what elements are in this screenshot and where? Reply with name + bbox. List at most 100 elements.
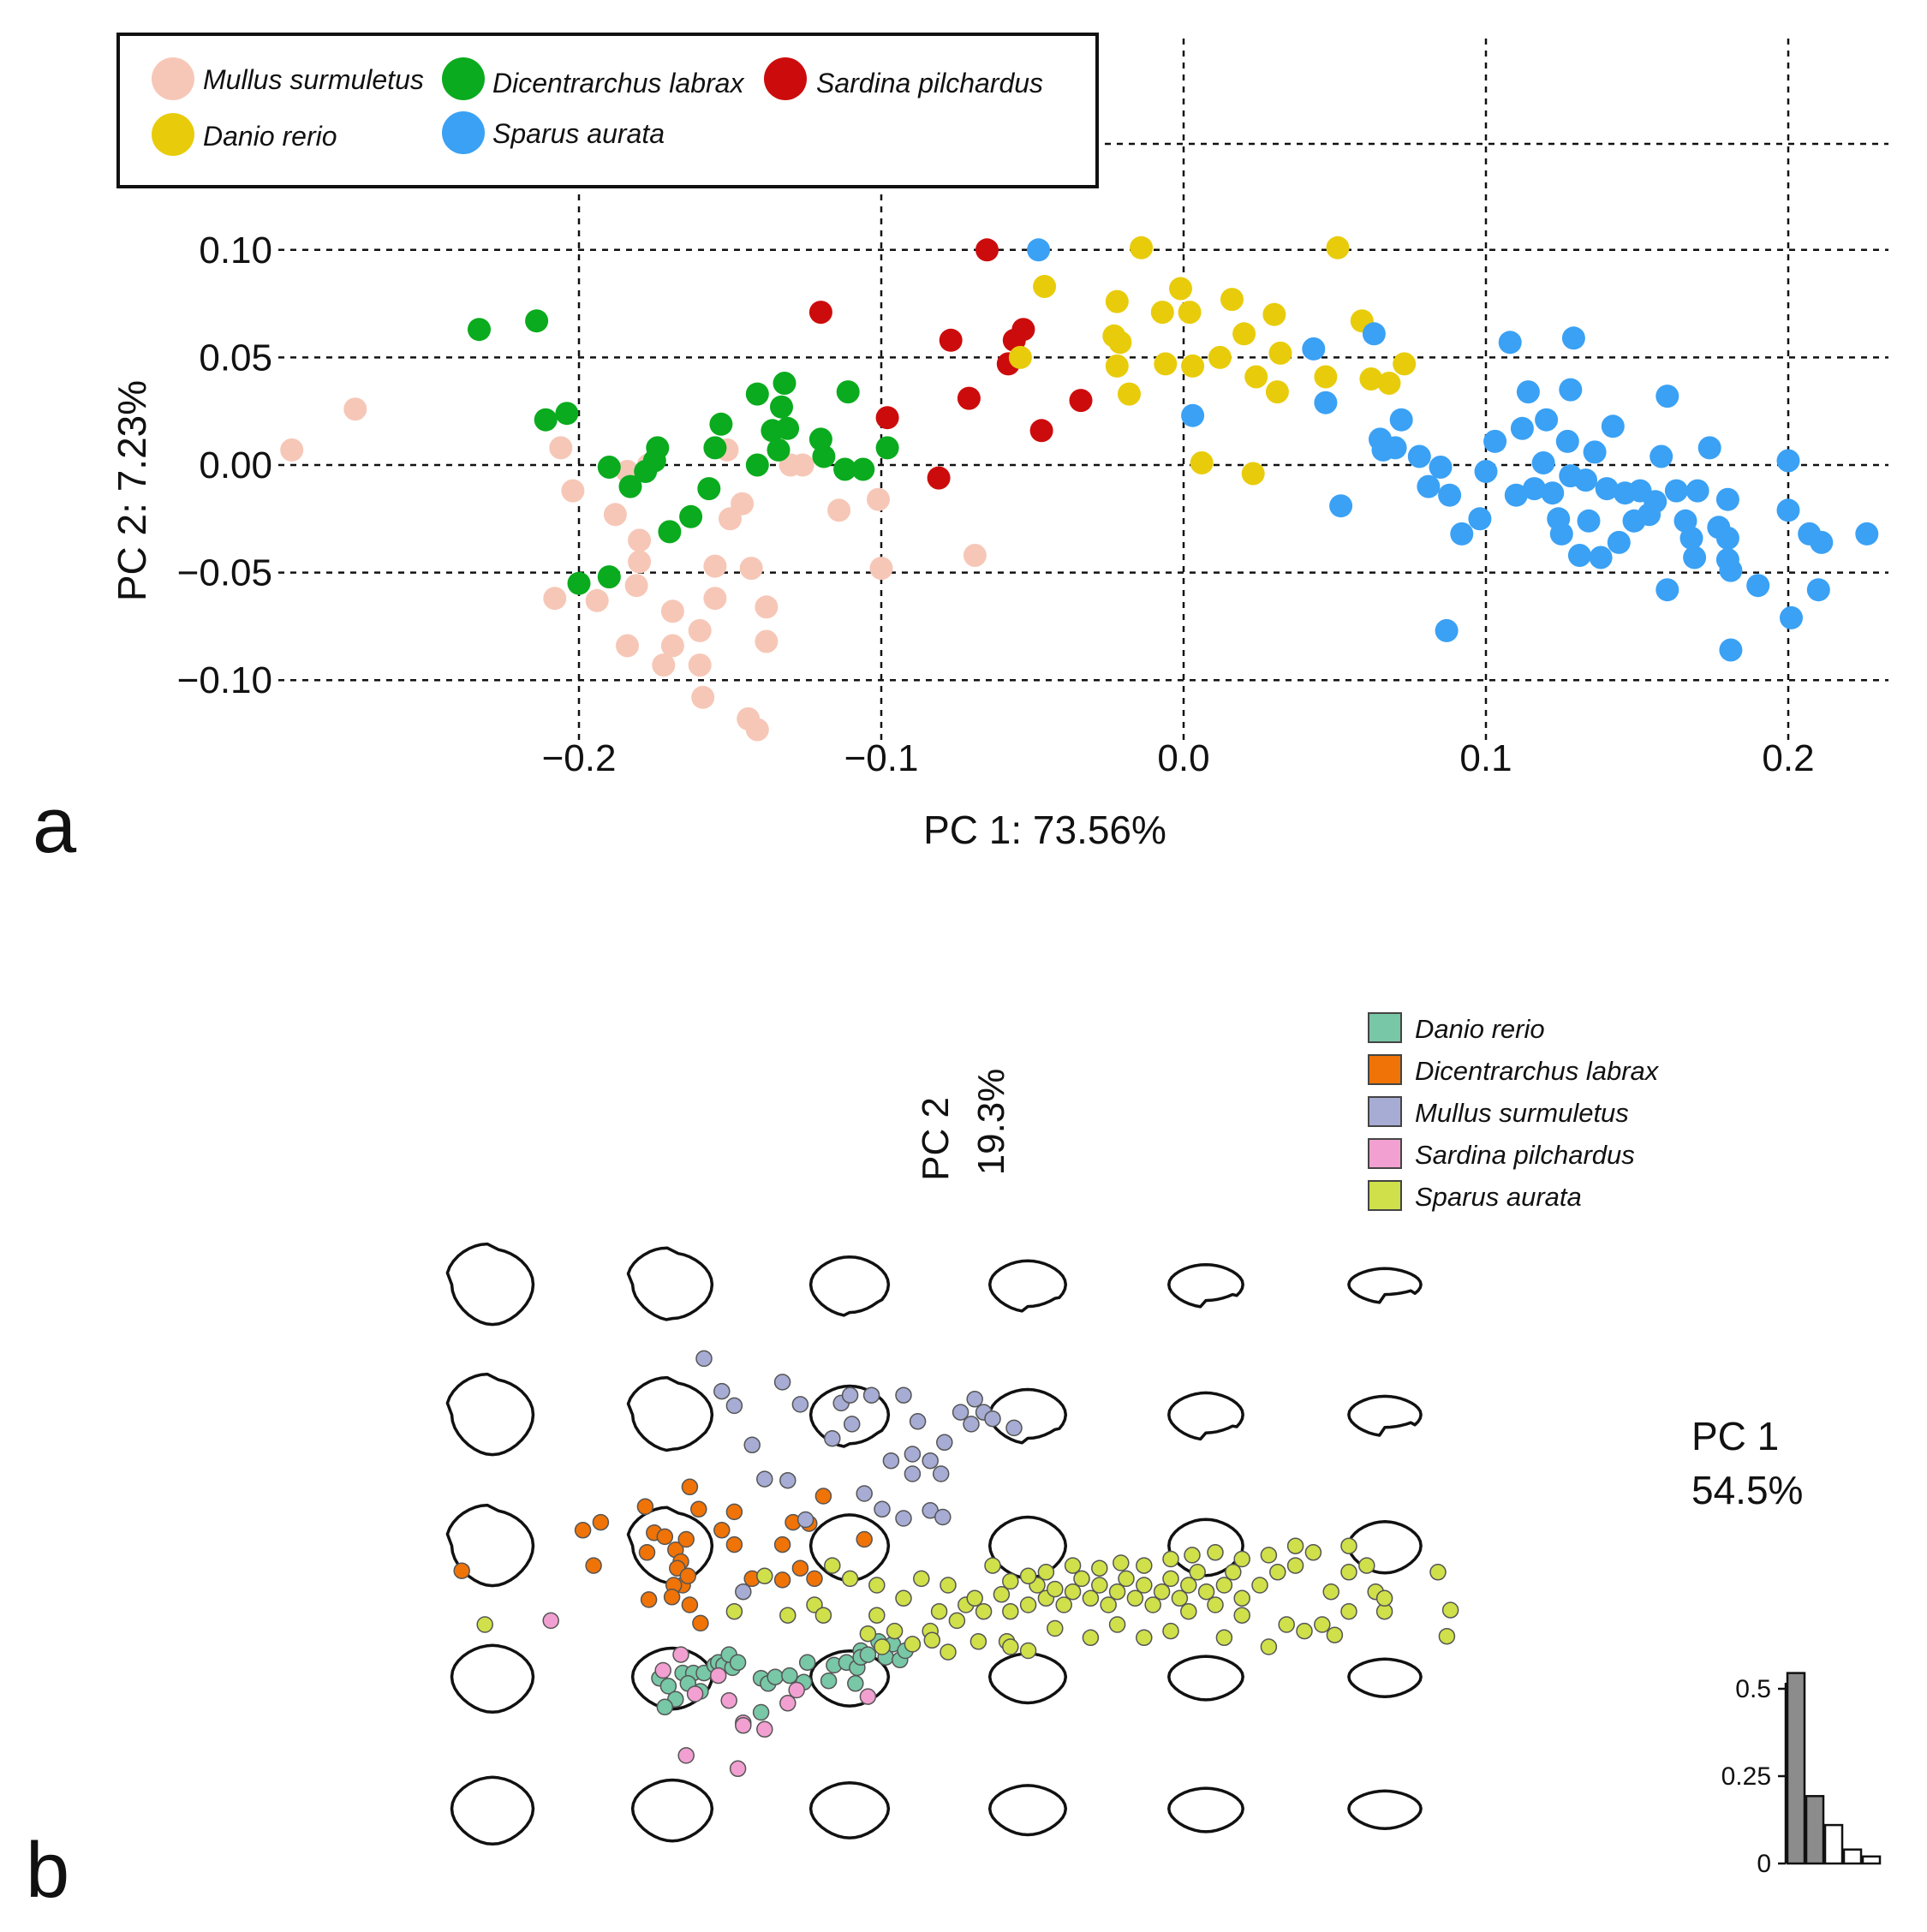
legend-swatch-sardina xyxy=(764,57,807,100)
data-point xyxy=(796,1511,814,1529)
data-point xyxy=(561,479,585,503)
data-point xyxy=(1523,477,1546,501)
data-point xyxy=(1118,382,1141,406)
scree-bar xyxy=(1805,1795,1825,1865)
data-point xyxy=(1126,1589,1144,1607)
data-point xyxy=(745,382,769,406)
data-point xyxy=(1719,638,1743,662)
data-point xyxy=(1162,1570,1179,1588)
data-point xyxy=(812,444,836,468)
data-point xyxy=(1136,1557,1153,1574)
data-point xyxy=(1162,1622,1179,1640)
data-point xyxy=(618,474,642,498)
data-point xyxy=(1220,288,1244,312)
panel-b-y-axis-pct: 19.3% xyxy=(970,1069,1012,1176)
data-point xyxy=(874,1500,891,1518)
data-point xyxy=(1375,1589,1393,1607)
data-point xyxy=(1171,1589,1189,1607)
data-point xyxy=(773,1571,791,1589)
data-point xyxy=(692,1614,709,1632)
shape-outline xyxy=(626,1375,714,1452)
data-point xyxy=(886,1622,904,1640)
panel-b-scree-plot: 0.5 0.25 0 xyxy=(1721,1672,1882,1878)
data-point xyxy=(1154,352,1178,376)
data-point xyxy=(1215,1629,1233,1647)
panel-b-points xyxy=(453,1350,1459,1778)
data-point xyxy=(1002,1638,1019,1655)
data-point xyxy=(791,1559,809,1577)
data-point xyxy=(720,1691,737,1709)
data-point xyxy=(1064,1583,1082,1601)
data-point xyxy=(1180,1577,1197,1594)
data-point xyxy=(656,1698,674,1716)
series-dicentrarchus-labrax xyxy=(468,309,899,595)
data-point xyxy=(1019,1567,1037,1585)
data-point xyxy=(709,1667,727,1685)
data-point xyxy=(1069,389,1093,413)
scree-tick-label: 0 xyxy=(1757,1850,1771,1878)
data-point xyxy=(1435,618,1459,642)
legend-label-dicentrarchus-b: Dicentrarchus labrax xyxy=(1415,1056,1660,1086)
data-point xyxy=(1314,391,1338,414)
data-point xyxy=(993,1586,1011,1603)
data-point xyxy=(922,1452,939,1470)
data-point xyxy=(1561,326,1585,350)
data-point xyxy=(836,380,860,404)
data-point xyxy=(703,436,727,460)
data-point xyxy=(806,1570,823,1588)
data-point xyxy=(476,1616,493,1633)
data-point xyxy=(725,1397,743,1415)
data-point xyxy=(1269,1564,1286,1581)
data-point xyxy=(688,618,712,642)
data-point xyxy=(755,595,779,619)
data-point xyxy=(1685,479,1709,503)
data-point xyxy=(862,1386,880,1404)
data-point xyxy=(869,557,893,581)
data-point xyxy=(824,1429,841,1447)
data-point xyxy=(1656,578,1679,602)
data-point xyxy=(1483,429,1507,453)
data-point xyxy=(756,1567,773,1585)
data-point xyxy=(1393,352,1417,376)
legend-label-sparus-b: Sparus aurata xyxy=(1415,1182,1582,1212)
shape-outline xyxy=(1167,1655,1244,1702)
shape-outline xyxy=(1167,1262,1244,1309)
data-point xyxy=(654,1661,671,1679)
shape-outline xyxy=(1347,1394,1423,1437)
data-point xyxy=(713,1382,731,1400)
data-point xyxy=(656,1528,674,1546)
data-point xyxy=(1429,456,1453,479)
data-point xyxy=(1683,546,1707,569)
data-point xyxy=(773,1374,791,1391)
data-point xyxy=(713,1522,731,1539)
data-point xyxy=(343,397,367,421)
data-point xyxy=(895,1386,912,1404)
data-point xyxy=(1180,1602,1197,1620)
data-point xyxy=(984,1410,1001,1428)
shape-outline xyxy=(445,1503,535,1588)
shape-outline xyxy=(626,1246,714,1321)
data-point xyxy=(1664,479,1688,503)
data-point xyxy=(1029,419,1053,443)
data-point xyxy=(1776,449,1800,473)
shape-outline xyxy=(630,1778,714,1843)
shape-outline xyxy=(1167,1391,1244,1441)
data-point xyxy=(963,1416,980,1433)
data-point xyxy=(1504,483,1528,507)
shape-outline xyxy=(1347,1657,1423,1699)
y-tick-label: 0.00 xyxy=(199,444,272,486)
data-point xyxy=(1047,1619,1064,1637)
data-point xyxy=(814,1488,832,1505)
data-point xyxy=(975,238,999,262)
panel-b-shape-outlines xyxy=(445,1242,1423,1846)
scree-bar xyxy=(1786,1672,1806,1865)
data-point xyxy=(1225,1564,1242,1581)
data-point xyxy=(1377,372,1401,395)
data-point xyxy=(1438,483,1462,507)
data-point xyxy=(1233,1589,1250,1607)
data-point xyxy=(827,498,851,522)
data-point xyxy=(660,599,684,623)
data-point xyxy=(895,1510,912,1527)
data-point xyxy=(904,1465,922,1482)
data-point xyxy=(616,634,639,658)
